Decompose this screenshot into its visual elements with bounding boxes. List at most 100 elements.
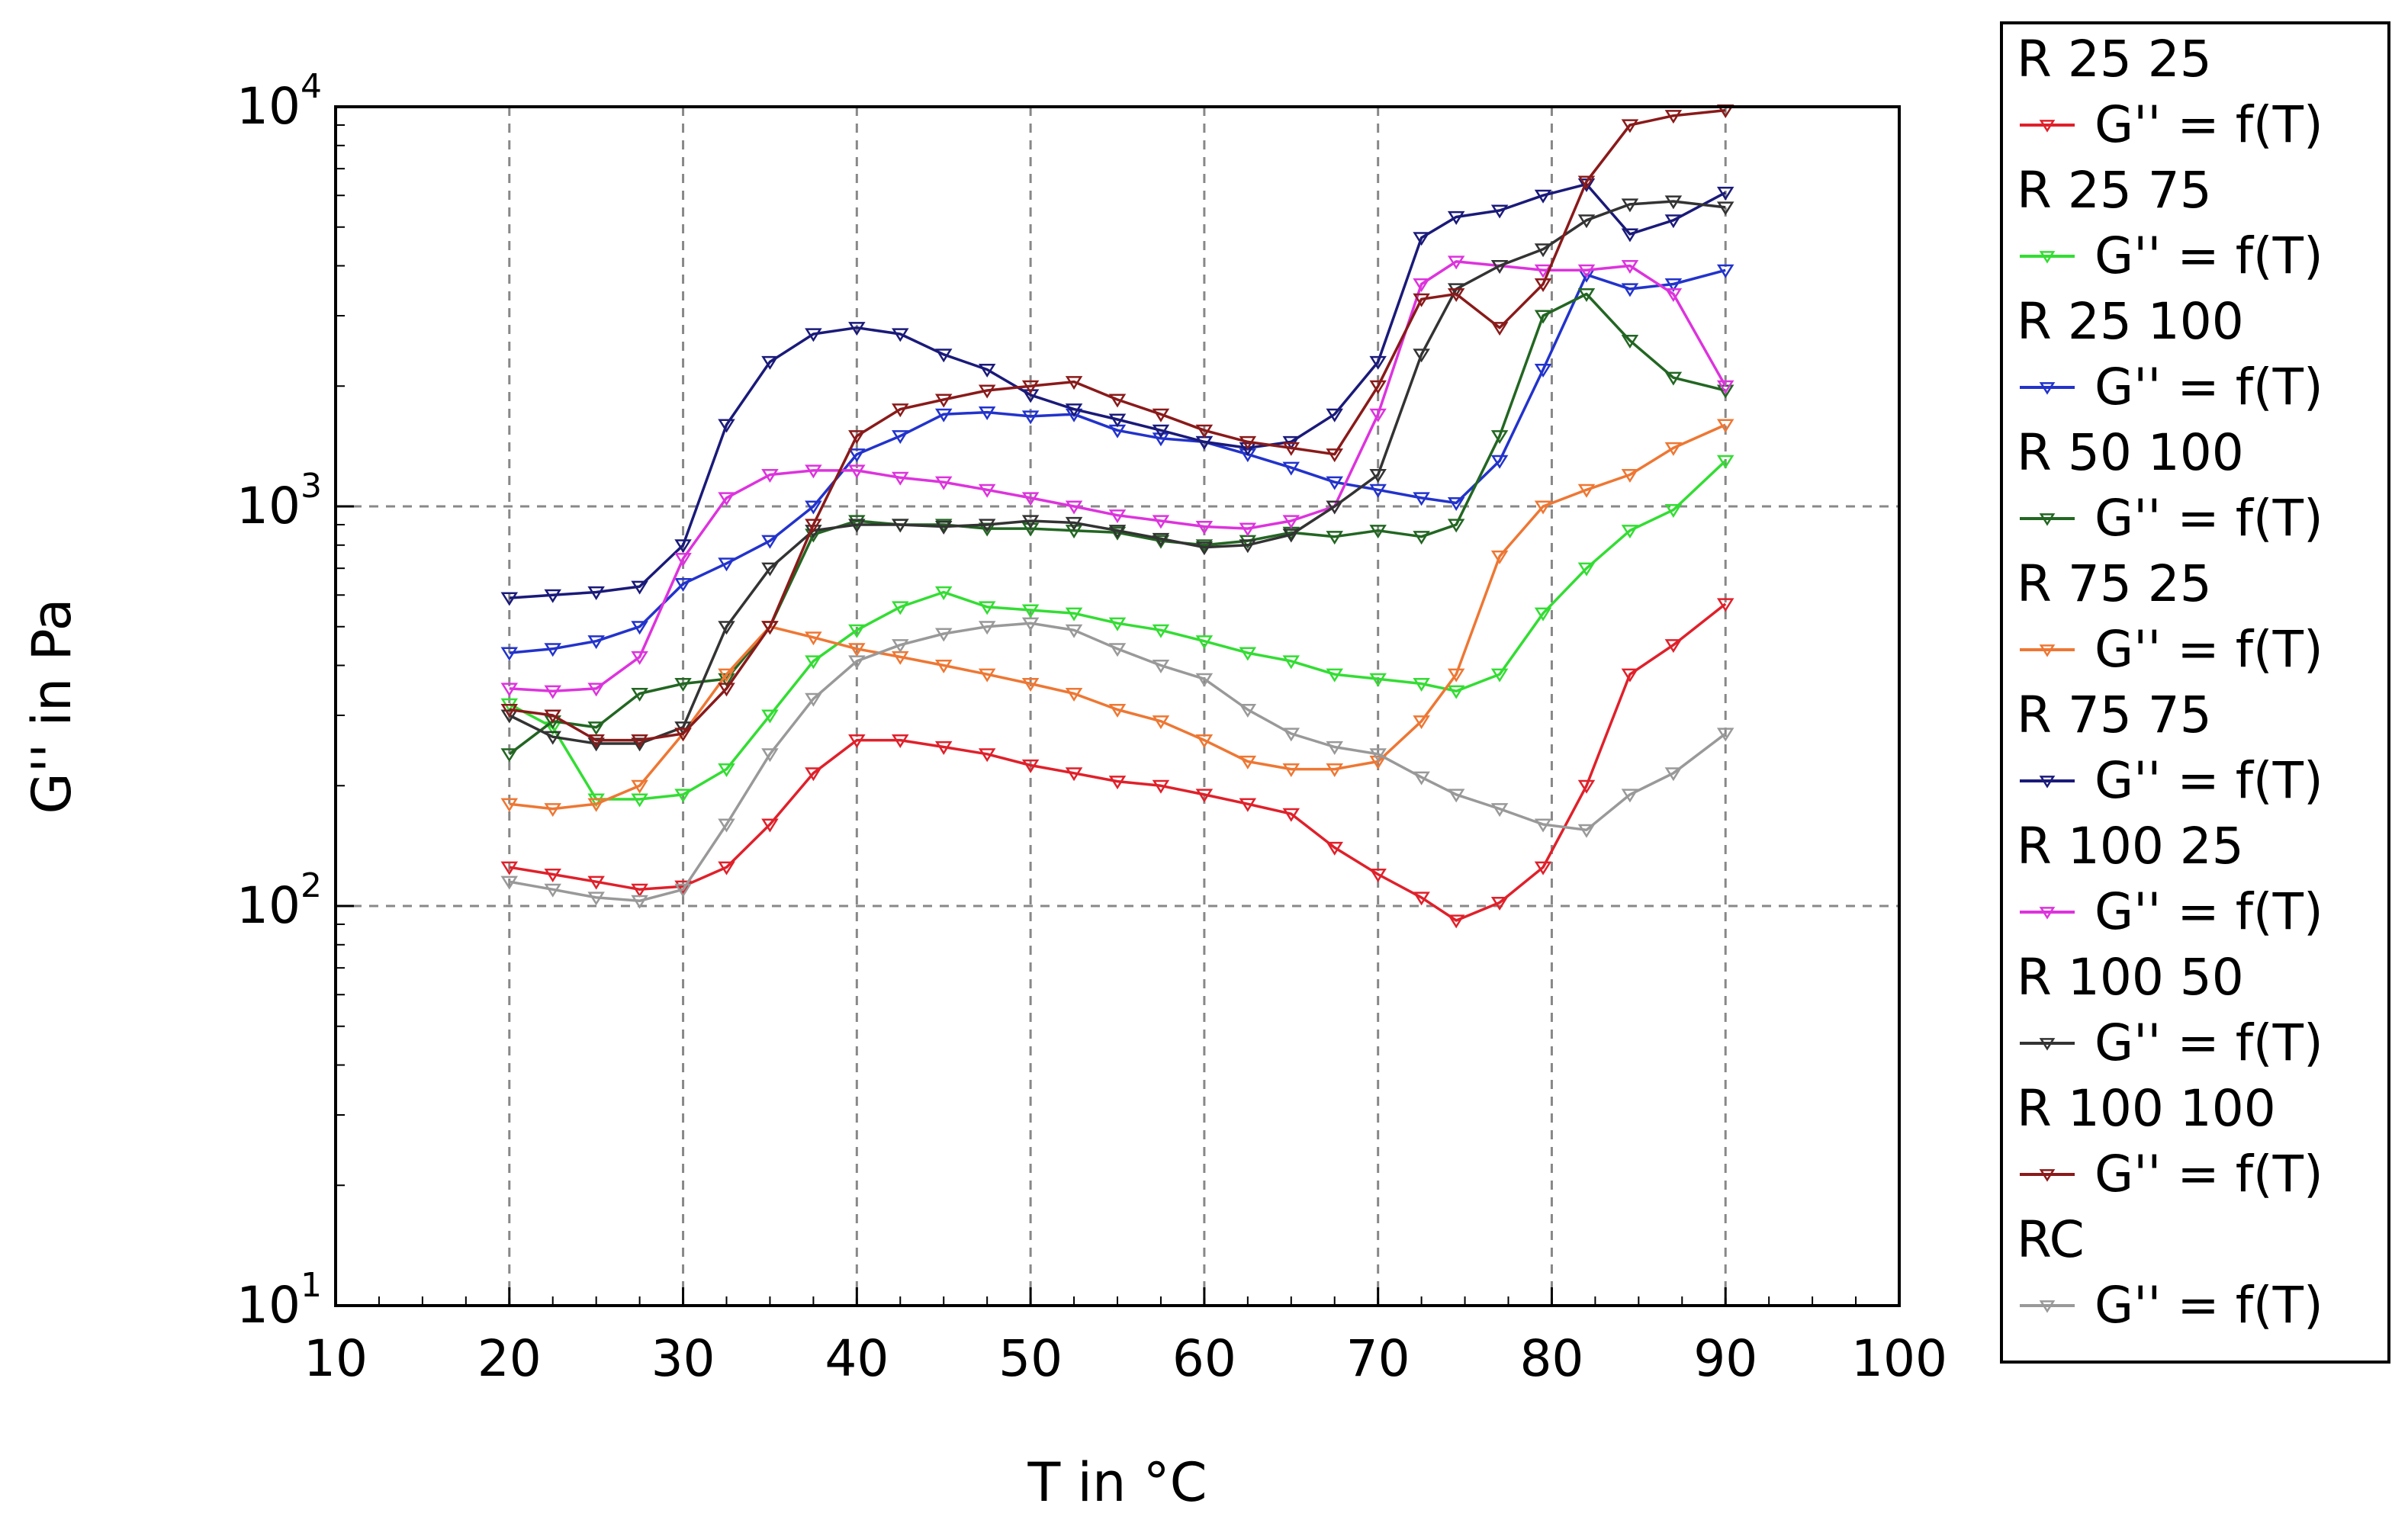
data-point: [848, 515, 866, 529]
axis-ticks: [334, 105, 1901, 1307]
x-tick-label: 70: [1346, 1329, 1410, 1388]
x-tick-label: 50: [998, 1329, 1063, 1388]
data-point: [500, 861, 519, 875]
data-point: [1447, 496, 1465, 511]
data-point: [1282, 461, 1300, 476]
data-point: [1577, 484, 1596, 498]
legend-item: R 100 100 G'' = f(T): [2017, 1079, 2323, 1203]
series-6: [500, 178, 1734, 606]
data-point: [978, 668, 996, 683]
data-point: [1413, 531, 1430, 545]
data-point: [1413, 278, 1430, 292]
data-point: [892, 639, 909, 654]
data-point: [1490, 204, 1509, 219]
data-point: [1065, 607, 1083, 622]
data-point: [1108, 617, 1127, 631]
data-point: [587, 721, 605, 736]
data-point: [674, 578, 692, 593]
data-point: [1021, 677, 1040, 692]
data-point: [1716, 728, 1734, 742]
data-point: [1239, 435, 1257, 450]
y-tick-base: 10: [236, 477, 301, 535]
legend-series-name: R 75 75: [2017, 686, 2212, 744]
data-point: [1664, 214, 1683, 229]
data-point: [544, 643, 561, 657]
data-point: [1108, 525, 1127, 539]
data-point: [1369, 525, 1387, 539]
data-point: [1326, 763, 1343, 778]
data-point: [761, 621, 779, 635]
legend-item: R 25 75 G'' = f(T): [2017, 161, 2323, 285]
legend-frame: [2000, 21, 2390, 1364]
x-tick-label: 40: [825, 1329, 889, 1388]
data-point: [978, 748, 996, 763]
data-point: [631, 651, 648, 665]
data-point: [1195, 520, 1214, 535]
data-point: [544, 883, 561, 898]
data-point: [1534, 364, 1552, 378]
data-point: [1716, 455, 1734, 469]
data-point: [544, 709, 561, 724]
plot-frame: [334, 105, 1901, 1307]
data-point: [805, 655, 822, 670]
data-point: [978, 621, 996, 635]
data-point: [1664, 278, 1683, 292]
legend-entry-label: G'' = f(T): [2095, 1014, 2323, 1072]
data-point: [1413, 892, 1430, 906]
legend: R 25 25G'' = f(T)R 25 75G'' = f(T)R 25 1…: [2000, 21, 2390, 1364]
data-point: [587, 635, 605, 650]
data-point: [1282, 515, 1300, 529]
data-point: [631, 580, 648, 595]
data-point: [1108, 509, 1127, 524]
data-point: [1108, 394, 1127, 408]
data-point: [1282, 528, 1300, 543]
data-point: [718, 621, 735, 635]
legend-series-name: RC: [2017, 1210, 2085, 1269]
data-point: [718, 668, 735, 683]
legend-series-name: R 100 100: [2017, 1079, 2276, 1138]
data-point: [1490, 668, 1509, 683]
data-point: [1447, 668, 1465, 683]
data-point: [500, 798, 519, 812]
data-point: [1664, 110, 1683, 124]
x-tick-label: 20: [477, 1329, 542, 1388]
data-point: [1664, 195, 1683, 210]
data-point: [1664, 767, 1683, 782]
data-point: [2039, 907, 2056, 920]
data-point: [1577, 214, 1596, 229]
data-point: [1621, 259, 1639, 274]
series-line: [509, 108, 1726, 742]
data-point: [1664, 504, 1683, 519]
legend-entry-label: G'' = f(T): [2095, 95, 2323, 154]
data-point: [1716, 186, 1734, 201]
y-tick-exponent: 2: [301, 866, 322, 905]
legend-entry-label: G'' = f(T): [2095, 1276, 2323, 1335]
data-point: [1447, 519, 1465, 533]
data-point: [892, 601, 909, 615]
data-point: [1021, 389, 1040, 403]
series-line: [509, 622, 1727, 903]
data-point: [718, 492, 735, 506]
data-point: [848, 322, 866, 336]
data-point: [1065, 403, 1083, 418]
data-point: [978, 364, 996, 378]
x-tick-label: 90: [1693, 1329, 1757, 1388]
data-point: [934, 659, 953, 673]
data-point: [1577, 288, 1596, 302]
data-point: [674, 677, 692, 692]
y-tick-exponent: 4: [301, 67, 322, 106]
series-line: [509, 602, 1727, 922]
data-point: [674, 883, 692, 898]
data-point: [1152, 624, 1170, 638]
data-point: [544, 868, 561, 882]
data-point: [1021, 515, 1040, 529]
data-point: [587, 798, 605, 812]
data-point: [587, 875, 605, 890]
legend-item: R 25 25 G'' = f(T): [2017, 30, 2323, 154]
series-line: [509, 260, 1727, 692]
data-point: [1413, 232, 1430, 246]
data-point: [1447, 914, 1465, 929]
data-point: [1021, 617, 1040, 631]
